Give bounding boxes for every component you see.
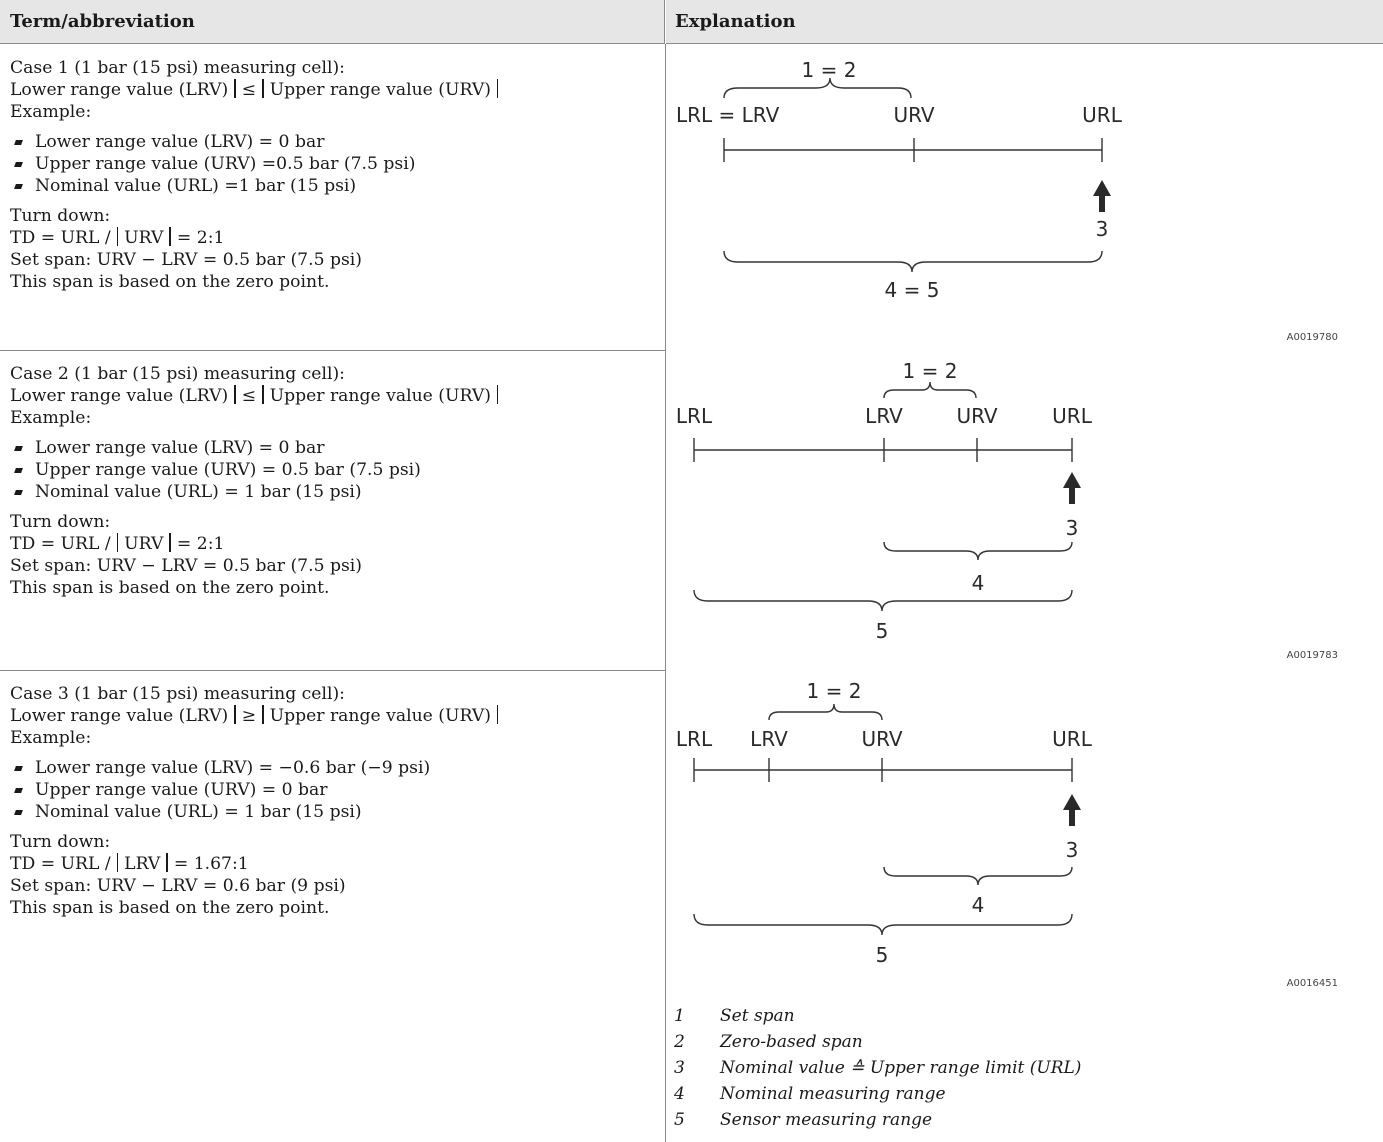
- case-title: Case 3 (1 bar (15 psi) measuring cell):: [10, 684, 345, 704]
- example-list: Lower range value (LRV) = 0 bar Upper ra…: [10, 131, 655, 197]
- arrow-up-icon: [1063, 472, 1081, 504]
- set-span: Set span: URV − LRV = 0.5 bar (7.5 psi): [10, 250, 362, 270]
- legend-item: 5 Sensor measuring range: [674, 1110, 933, 1130]
- brace-label-mid: 4: [972, 893, 985, 917]
- legend-item: 3 Nominal value ≙ Upper range limit (URL): [674, 1058, 1082, 1078]
- label-lrl-lrv: LRL = LRV: [676, 103, 780, 127]
- case-2-text: Case 2 (1 bar (15 psi) measuring cell): …: [10, 363, 655, 599]
- arrow-label: 3: [1066, 516, 1079, 540]
- figure-code: A0019780: [1287, 332, 1338, 343]
- diagram-legend: 1 Set span 2 Zero-based span 3 Nominal valu…: [674, 1003, 1374, 1133]
- turn-down-label: Turn down:: [10, 512, 111, 532]
- label-urv: URV: [893, 103, 934, 127]
- zero-point-note: This span is based on the zero point.: [10, 272, 330, 292]
- label-url: URL: [1052, 727, 1093, 751]
- row-divider-1: [0, 350, 665, 351]
- case-relation: Lower range value (LRV) ≤ Upper range valu…: [10, 79, 655, 101]
- range-diagram-case-3: 1 = 2 LRL LRV URV URL 3 4 5 A0016451: [676, 679, 1338, 989]
- label-lrl: LRL: [676, 727, 713, 751]
- label-lrv: LRV: [865, 404, 903, 428]
- label-lrv: LRV: [750, 727, 788, 751]
- range-diagram-case-2: 1 = 2 LRL LRV URV URL 3 4 5 A0019783: [676, 359, 1338, 661]
- example-label: Example:: [10, 728, 92, 748]
- list-item: Nominal value (URL) =1 bar (15 psi): [10, 175, 655, 197]
- brace-label-mid: 4: [972, 571, 985, 595]
- case-title: Case 2 (1 bar (15 psi) measuring cell):: [10, 364, 345, 384]
- header-explanation: Explanation: [666, 0, 1383, 44]
- brace-label-bottom: 4 = 5: [885, 278, 940, 302]
- range-diagram-case-1: 1 = 2 LRL = LRV URV URL 3 4 = 5 A0019780: [676, 58, 1338, 343]
- example-list: Lower range value (LRV) = −0.6 bar (−9 p…: [10, 757, 655, 823]
- header-term-abbreviation: Term/abbreviation: [0, 0, 665, 44]
- case-1-text: Case 1 (1 bar (15 psi) measuring cell): …: [10, 57, 655, 293]
- list-item: Lower range value (LRV) = 0 bar: [10, 131, 655, 153]
- label-url: URL: [1082, 103, 1123, 127]
- arrow-label: 3: [1066, 838, 1079, 862]
- list-item: Upper range value (URV) =0.5 bar (7.5 ps…: [10, 153, 655, 175]
- turn-down-formula: TD = URL / URV = 2:1: [10, 533, 225, 554]
- case-relation: Lower range value (LRV) ≤ Upper range valu…: [10, 385, 655, 407]
- turn-down-label: Turn down:: [10, 206, 111, 226]
- legend-item: 2 Zero-based span: [674, 1032, 863, 1052]
- turn-down-label: Turn down:: [10, 832, 111, 852]
- brace-label-bottom: 5: [876, 619, 889, 643]
- brace-label-top: 1 = 2: [903, 359, 958, 383]
- brace-label-bottom: 5: [876, 943, 889, 967]
- zero-point-note: This span is based on the zero point.: [10, 578, 330, 598]
- list-item: Upper range value (URV) = 0 bar: [10, 779, 655, 801]
- turn-down-formula: TD = URL / URV = 2:1: [10, 227, 225, 248]
- column-divider: [665, 44, 666, 1142]
- set-span: Set span: URV − LRV = 0.5 bar (7.5 psi): [10, 556, 362, 576]
- case-3-text: Case 3 (1 bar (15 psi) measuring cell): …: [10, 683, 655, 919]
- list-item: Upper range value (URV) = 0.5 bar (7.5 p…: [10, 459, 655, 481]
- legend-item: 4 Nominal measuring range: [674, 1084, 946, 1104]
- example-list: Lower range value (LRV) = 0 bar Upper ra…: [10, 437, 655, 503]
- label-lrl: LRL: [676, 404, 713, 428]
- label-url: URL: [1052, 404, 1093, 428]
- figure-code: A0019783: [1287, 650, 1338, 661]
- turn-down-formula: TD = URL / LRV = 1.67:1: [10, 853, 249, 874]
- list-item: Nominal value (URL) = 1 bar (15 psi): [10, 481, 655, 503]
- brace-label-top: 1 = 2: [802, 58, 857, 82]
- figure-code: A0016451: [1287, 978, 1338, 989]
- example-label: Example:: [10, 408, 92, 428]
- list-item: Lower range value (LRV) = −0.6 bar (−9 p…: [10, 757, 655, 779]
- label-urv: URV: [861, 727, 902, 751]
- label-urv: URV: [956, 404, 997, 428]
- row-divider-2: [0, 670, 665, 671]
- arrow-up-icon: [1093, 180, 1111, 212]
- example-label: Example:: [10, 102, 92, 122]
- set-span: Set span: URV − LRV = 0.6 bar (9 psi): [10, 876, 346, 896]
- zero-point-note: This span is based on the zero point.: [10, 898, 330, 918]
- arrow-label: 3: [1096, 217, 1109, 241]
- list-item: Nominal value (URL) = 1 bar (15 psi): [10, 801, 655, 823]
- brace-label-top: 1 = 2: [807, 679, 862, 703]
- arrow-up-icon: [1063, 794, 1081, 826]
- case-title: Case 1 (1 bar (15 psi) measuring cell):: [10, 58, 345, 78]
- legend-item: 1 Set span: [674, 1006, 795, 1026]
- list-item: Lower range value (LRV) = 0 bar: [10, 437, 655, 459]
- case-relation: Lower range value (LRV) ≥ Upper range valu…: [10, 705, 655, 727]
